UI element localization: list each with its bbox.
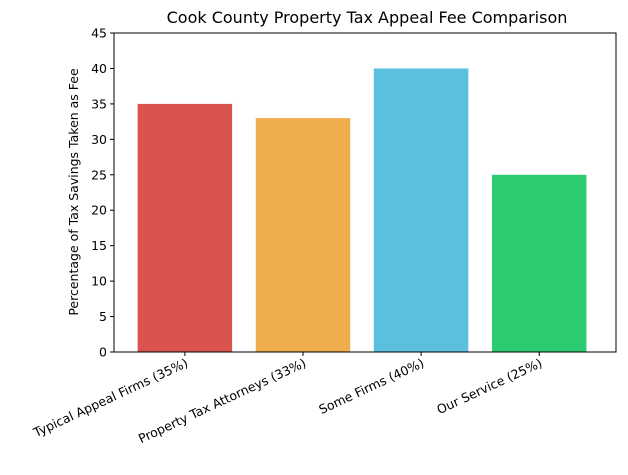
bar-1 — [255, 118, 351, 352]
y-tick-label-8: 40 — [91, 61, 107, 76]
y-axis-ticks: 0 5 10 15 20 25 30 35 40 45 — [91, 26, 114, 360]
y-tick-label-1: 5 — [99, 309, 107, 324]
y-tick-label-2: 10 — [91, 274, 107, 289]
chart-title: Cook County Property Tax Appeal Fee Comp… — [167, 8, 568, 27]
y-tick-label-7: 35 — [91, 96, 107, 111]
x-tick-label-2: Some Firms (40%) — [316, 355, 426, 417]
x-axis-ticks: Typical Appeal Firms (35%)Property Tax A… — [30, 352, 544, 446]
y-tick-label-9: 45 — [91, 26, 107, 41]
y-tick-label-3: 15 — [91, 238, 107, 253]
y-tick-label-4: 20 — [91, 203, 107, 218]
bar-0 — [137, 103, 233, 352]
y-tick-label-5: 25 — [91, 167, 107, 182]
plot-frame — [113, 32, 617, 353]
y-axis-label: Percentage of Tax Savings Taken as Fee — [66, 68, 81, 316]
y-tick-label-0: 0 — [99, 345, 107, 360]
x-tick-label-3: Our Service (25%) — [434, 355, 544, 417]
bar-3 — [491, 174, 587, 352]
y-tick-label-6: 30 — [91, 132, 107, 147]
bar-2 — [373, 68, 469, 352]
bars-group — [137, 68, 587, 352]
